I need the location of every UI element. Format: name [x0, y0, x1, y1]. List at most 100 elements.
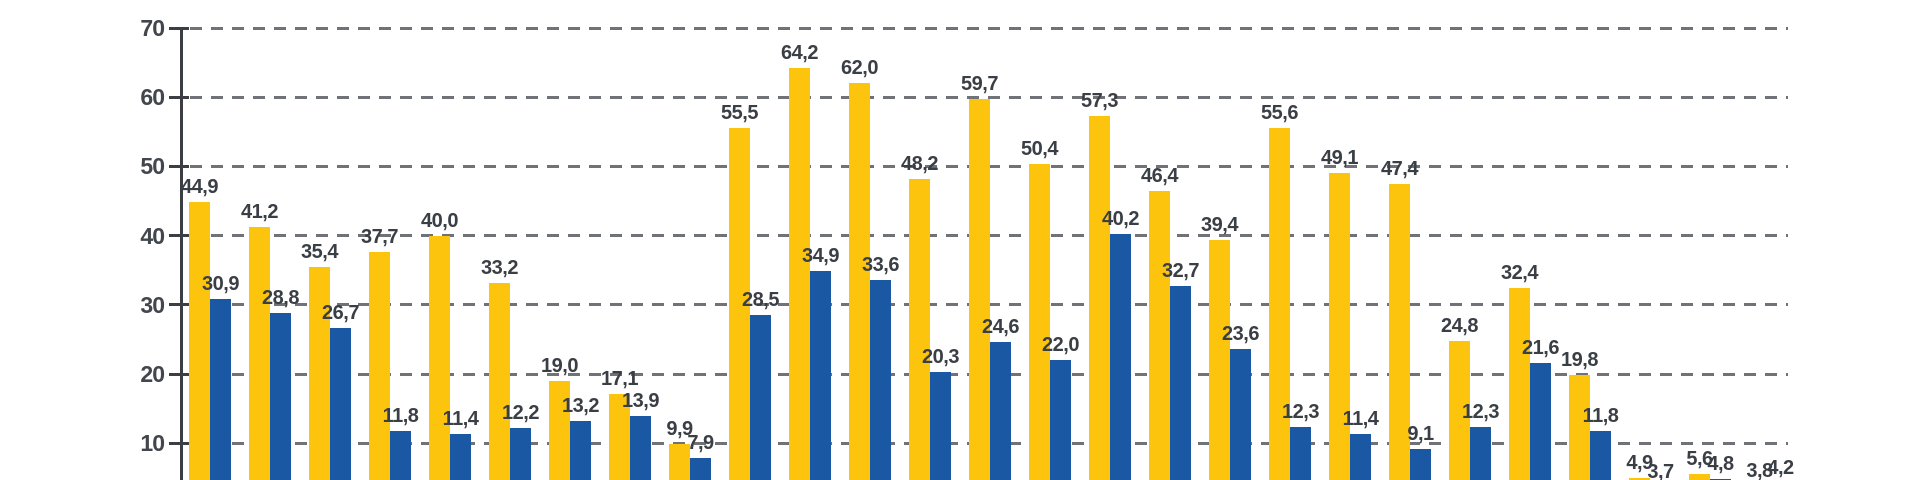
bar-value-label-yellow: 46,4: [1141, 165, 1178, 188]
bar-value-label-blue: 34,9: [802, 244, 839, 267]
gridline: [190, 26, 1788, 30]
bar-value-label-blue: 33,6: [862, 253, 899, 276]
bar-value-label-yellow: 19,8: [1561, 349, 1598, 372]
bar-blue: [870, 279, 891, 480]
bar-blue: [1170, 286, 1191, 480]
bar-value-label-blue: 11,8: [382, 404, 419, 427]
bar-blue: [210, 298, 231, 480]
bar-blue: [1230, 349, 1251, 480]
bar-value-label-blue: 28,5: [742, 289, 779, 312]
bar-yellow: [1089, 115, 1110, 480]
bar-value-label-blue: 11,8: [1582, 404, 1619, 427]
y-axis-tick: [169, 441, 189, 445]
bar-yellow: [1629, 478, 1650, 480]
bar-yellow: [1389, 184, 1410, 480]
bar-value-label-yellow: 59,7: [961, 73, 998, 96]
bar-value-label-yellow: 41,2: [241, 201, 278, 224]
bar-value-label-yellow: 17,1: [601, 368, 638, 391]
bar-value-label-yellow: 57,3: [1081, 89, 1118, 112]
bar-value-label-yellow: 50,4: [1021, 137, 1058, 160]
bar-value-label-yellow: 55,6: [1261, 101, 1298, 124]
bar-yellow: [249, 227, 270, 480]
bar-value-label-yellow: 49,1: [1321, 146, 1358, 169]
bar-yellow: [1209, 239, 1230, 480]
bar-yellow: [489, 282, 510, 480]
bar-blue: [750, 315, 771, 480]
bar-value-label-blue: 12,3: [1462, 401, 1499, 424]
bar-yellow: [1569, 375, 1590, 480]
bar-value-label-blue: 13,9: [622, 390, 659, 413]
y-axis-tick-label: 40: [140, 222, 165, 249]
bar-blue: [1050, 360, 1071, 480]
bar-yellow: [1149, 191, 1170, 480]
bar-value-label-blue: 13,2: [562, 395, 599, 418]
bar-value-label-yellow: 44,9: [181, 175, 218, 198]
bar-blue: [1470, 427, 1491, 480]
bar-blue: [1350, 433, 1371, 480]
bar-value-label-yellow: 32,4: [1501, 262, 1538, 285]
y-axis-tick-label: 10: [140, 430, 165, 457]
bar-value-label-blue: 4,2: [1767, 457, 1794, 480]
bar-blue: [510, 427, 531, 480]
bar-value-label-blue: 9,1: [1407, 423, 1434, 446]
y-axis-tick-label: 50: [140, 153, 165, 180]
bar-value-label-blue: 7,9: [687, 431, 714, 454]
bar-value-label-yellow: 5,6: [1686, 447, 1713, 470]
bar-value-label-blue: 26,7: [322, 301, 359, 324]
bar-yellow: [189, 201, 210, 480]
bar-value-label-blue: 12,2: [502, 401, 539, 424]
bar-value-label-yellow: 3,8: [1746, 460, 1773, 480]
y-axis-tick: [169, 372, 189, 376]
y-axis-tick-label: 20: [140, 361, 165, 387]
bar-value-label-yellow: 40,0: [421, 209, 458, 232]
bar-blue: [930, 371, 951, 480]
bar-value-label-yellow: 33,2: [481, 256, 518, 279]
bar-blue: [690, 457, 711, 480]
bar-blue: [1590, 430, 1611, 480]
bar-value-label-blue: 28,8: [262, 287, 299, 310]
bar-blue: [1290, 427, 1311, 480]
bar-yellow: [849, 83, 870, 480]
bar-value-label-blue: 32,7: [1162, 260, 1199, 283]
bar-value-label-blue: 24,6: [982, 316, 1019, 339]
bar-value-label-yellow: 9,9: [666, 417, 693, 440]
bar-yellow: [1689, 473, 1710, 480]
bar-yellow: [1449, 340, 1470, 480]
bar-blue: [390, 430, 411, 480]
bar-value-label-blue: 4,8: [1707, 453, 1734, 476]
bar-value-label-yellow: 62,0: [841, 57, 878, 80]
bar-blue: [270, 313, 291, 480]
bar-value-label-blue: 12,3: [1282, 401, 1319, 424]
bar-value-label-blue: 23,6: [1222, 323, 1259, 346]
bar-value-label-yellow: 19,0: [541, 354, 578, 377]
bar-value-label-yellow: 37,7: [361, 225, 398, 248]
y-axis-tick: [169, 95, 189, 99]
gridline: [190, 95, 1788, 99]
bar-blue: [990, 342, 1011, 480]
bar-blue: [810, 270, 831, 480]
bar-value-label-yellow: 48,2: [901, 152, 938, 175]
bar-yellow: [729, 128, 750, 480]
bar-blue: [1410, 449, 1431, 480]
bar-blue: [450, 433, 471, 480]
bar-blue: [1110, 234, 1131, 480]
bar-value-label-blue: 22,0: [1042, 334, 1079, 357]
y-axis-tick: [169, 303, 189, 307]
bar-yellow: [609, 394, 630, 480]
bar-value-label-yellow: 55,5: [721, 102, 758, 125]
y-axis-tick: [169, 164, 189, 168]
bar-blue: [570, 421, 591, 480]
bar-value-label-yellow: 47,4: [1381, 158, 1418, 181]
y-axis-tick-label: 30: [140, 291, 165, 318]
bar-blue: [330, 327, 351, 480]
bar-value-label-blue: 40,2: [1102, 208, 1139, 231]
y-axis-line: [180, 28, 183, 480]
y-axis-tick-label: 70: [140, 15, 165, 41]
bar-blue: [630, 416, 651, 480]
bar-value-label-yellow: 4,9: [1626, 452, 1653, 475]
bar-value-label-blue: 20,3: [922, 345, 959, 368]
bar-yellow: [789, 68, 810, 480]
bar-yellow: [1509, 288, 1530, 480]
